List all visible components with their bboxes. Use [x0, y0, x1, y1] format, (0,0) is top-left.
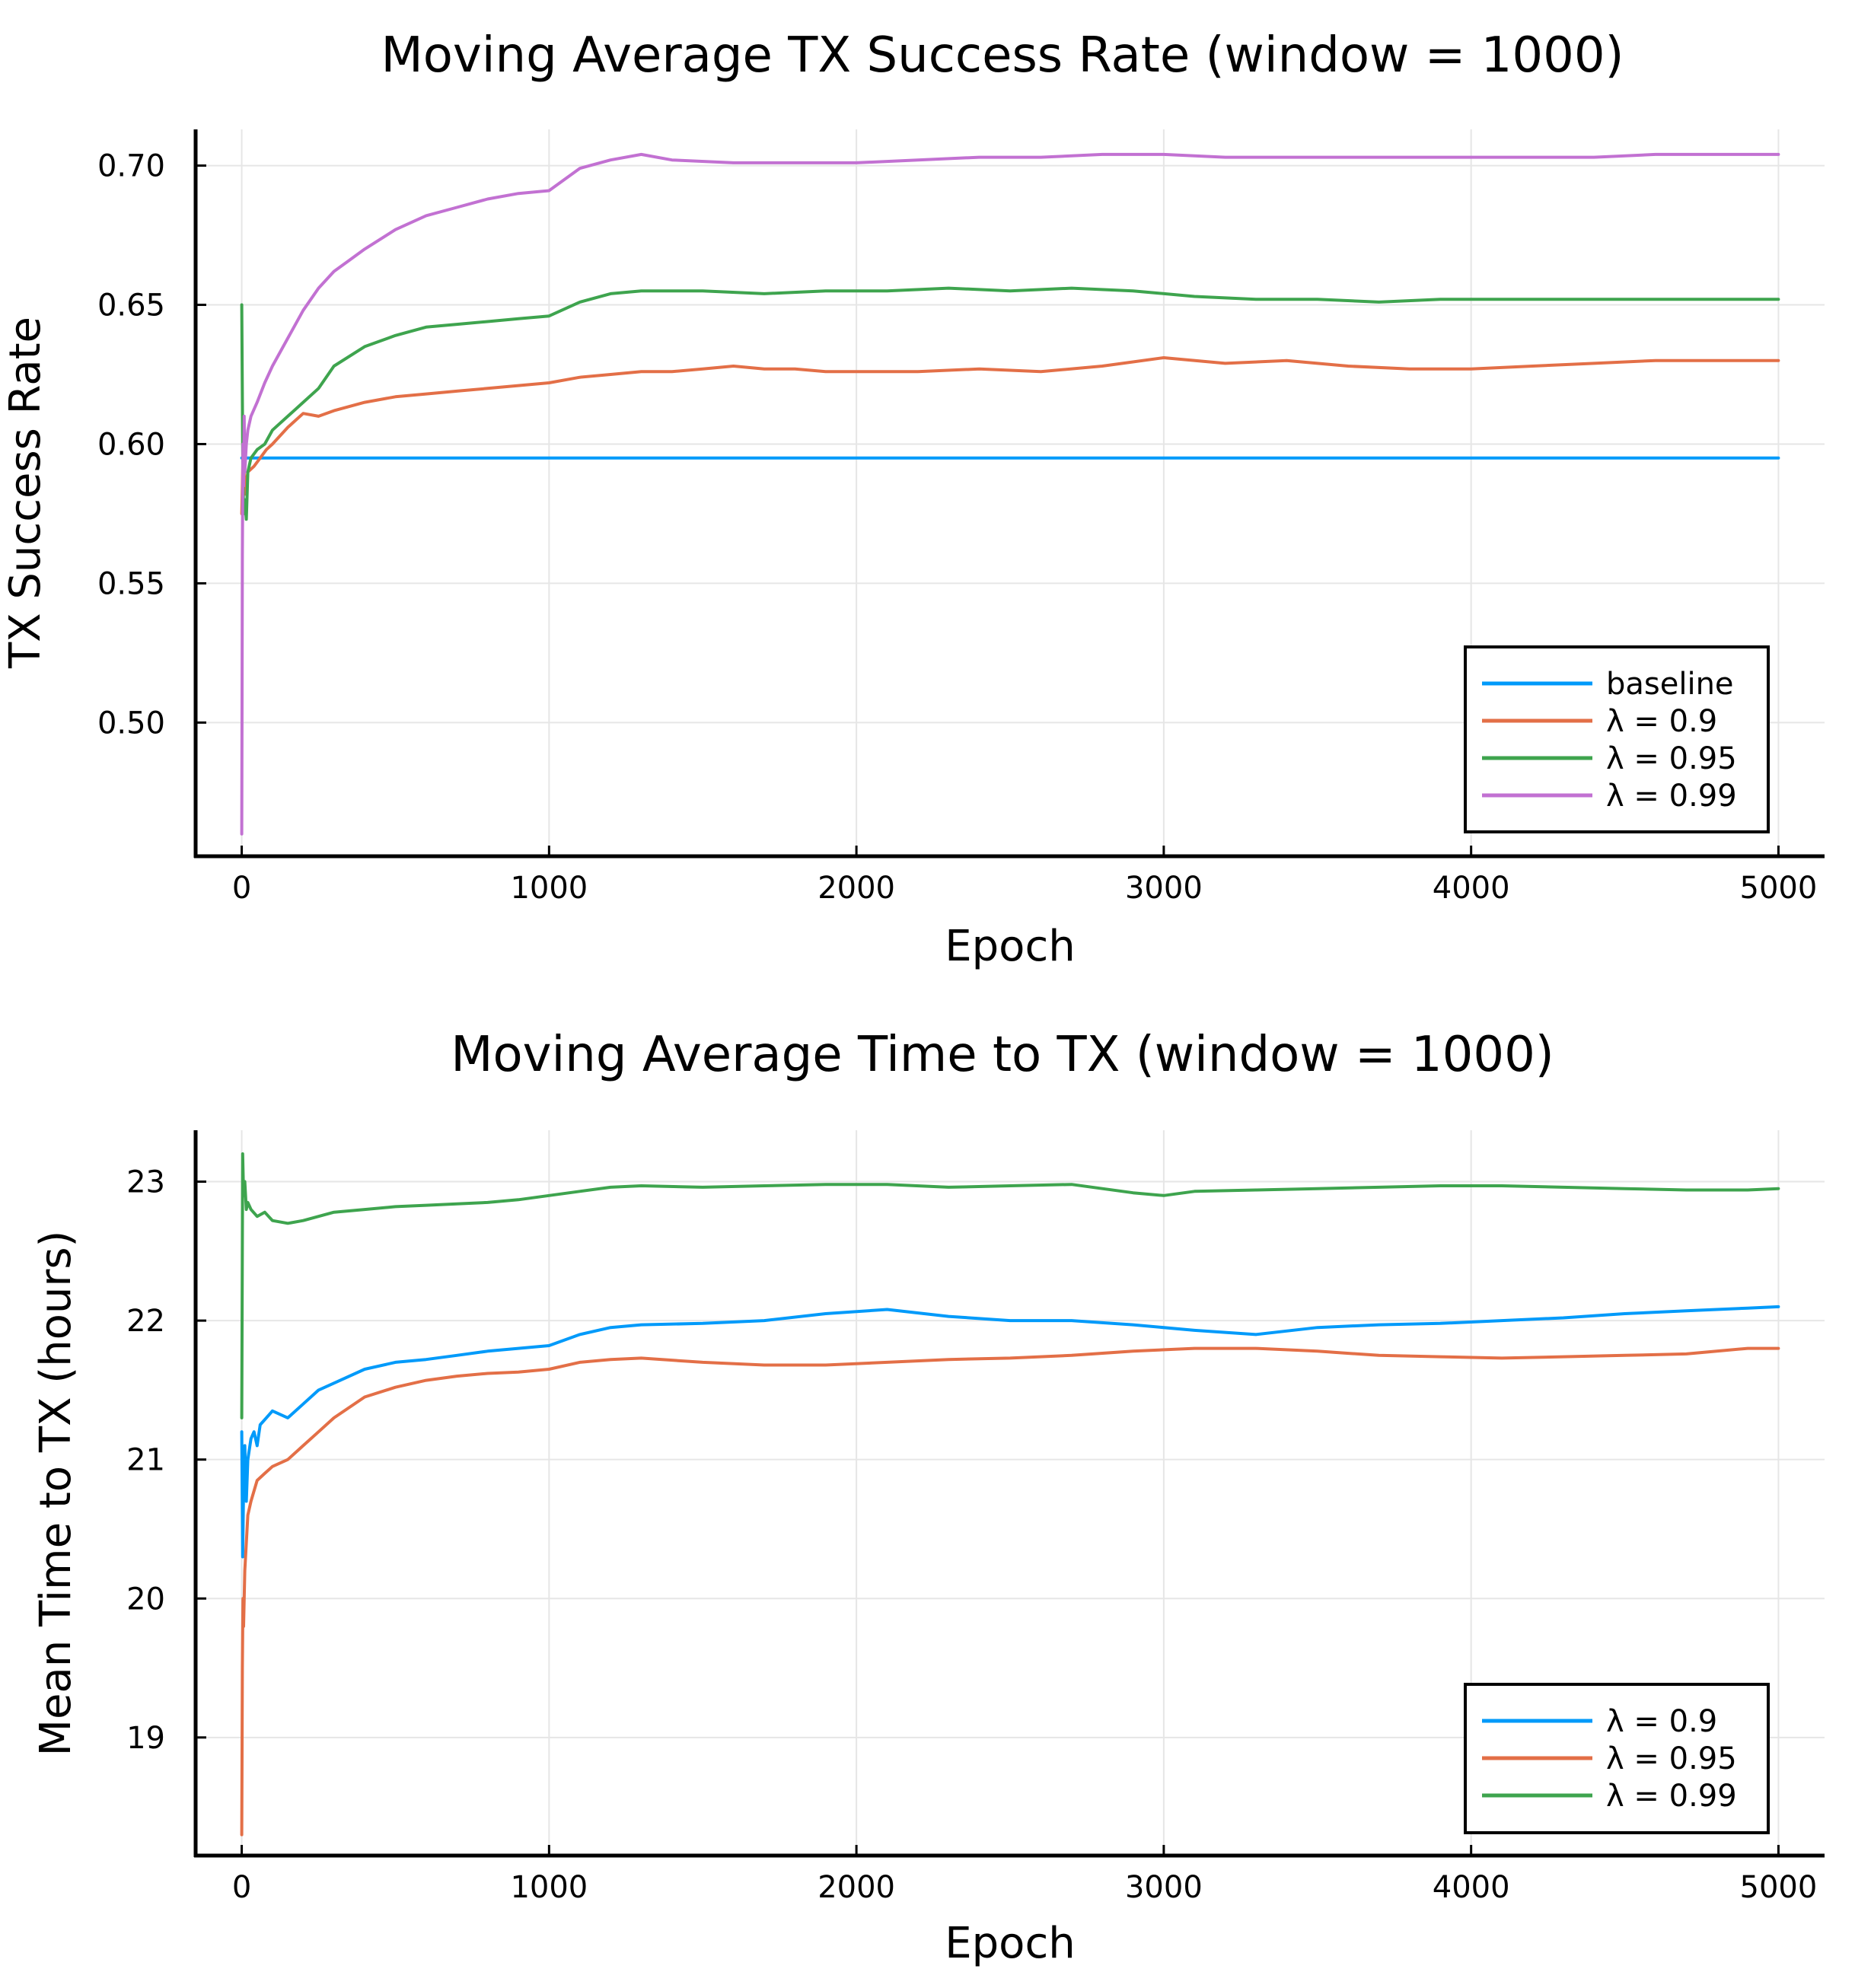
- legend-label: λ = 0.9: [1606, 1704, 1717, 1739]
- chart-2: 0 1000 2000 3000 4000 5000 19 20 21 22 23 Moving Av…: [31, 1027, 1825, 1968]
- y-tick-label: 0.65: [97, 288, 165, 323]
- x-tick-label: 5000: [1740, 871, 1818, 906]
- x-axis-label: Epoch: [945, 1919, 1075, 1968]
- y-tick-label: 23: [126, 1165, 165, 1200]
- y-tick-label: 0.60: [97, 427, 165, 462]
- legend: λ = 0.9λ = 0.95λ = 0.99: [1464, 1683, 1770, 1834]
- x-axis-label: Epoch: [945, 922, 1075, 971]
- x-tick-label: 4000: [1433, 871, 1510, 906]
- x-tick-label: 3000: [1125, 871, 1203, 906]
- y-tick-label: 0.50: [97, 706, 165, 741]
- chart-1: 0 1000 2000 3000 4000 5000 0.50 0.55 0.60 0.65 0.7…: [1, 27, 1825, 971]
- y-axis-label: TX Success Rate: [1, 317, 50, 669]
- series-line-1: [240, 1305, 1780, 1559]
- x-tick-label: 1000: [510, 1870, 588, 1905]
- x-tick-label: 0: [232, 871, 251, 906]
- x-tick-label: 1000: [510, 871, 588, 906]
- y-tick-label: 22: [126, 1304, 165, 1339]
- legend-label: λ = 0.95: [1606, 1741, 1737, 1776]
- series-line-3: [240, 1152, 1780, 1419]
- legend-label: baseline: [1606, 667, 1734, 702]
- x-tick-label: 2000: [818, 1870, 895, 1905]
- x-tick-label: 4000: [1433, 1870, 1510, 1905]
- legend-label: λ = 0.99: [1606, 779, 1737, 814]
- chart-title: Moving Average Time to TX (window = 1000…: [451, 1027, 1554, 1083]
- y-tick-label: 0.70: [97, 149, 165, 184]
- y-axis-label: Mean Time to TX (hours): [31, 1231, 81, 1757]
- chart-title: Moving Average TX Success Rate (window =…: [381, 27, 1624, 84]
- legend-label: λ = 0.99: [1606, 1779, 1737, 1814]
- series-line-2: [240, 1346, 1780, 1837]
- y-tick-label: 19: [126, 1721, 165, 1756]
- x-tick-label: 3000: [1125, 1870, 1203, 1905]
- legend-label: λ = 0.9: [1606, 704, 1717, 739]
- legend-box: [1464, 645, 1770, 833]
- x-tick-label: 2000: [818, 871, 895, 906]
- y-tick-label: 21: [126, 1443, 165, 1478]
- x-tick-label: 5000: [1740, 1870, 1818, 1905]
- y-tick-label: 20: [126, 1582, 165, 1617]
- series-line-3: [240, 286, 1780, 521]
- x-tick-label: 0: [232, 1870, 251, 1905]
- legend-label: λ = 0.95: [1606, 741, 1737, 776]
- y-tick-label: 0.55: [97, 566, 165, 601]
- series-line-4: [240, 152, 1780, 836]
- series-line-2: [240, 356, 1780, 515]
